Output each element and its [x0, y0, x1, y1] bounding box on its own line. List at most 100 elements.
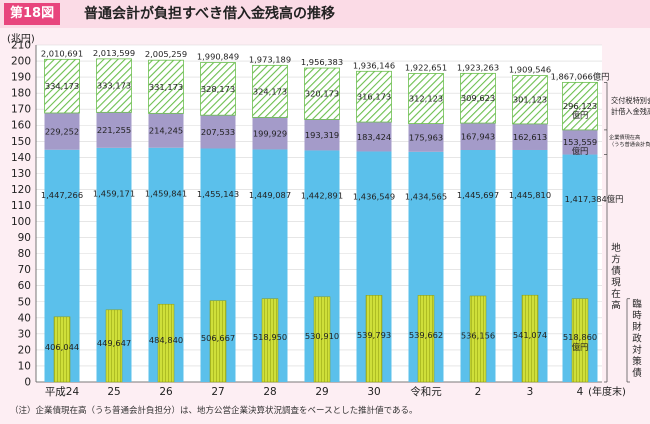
kofuzei-label: 309,623: [461, 93, 495, 103]
kigyo-label: 214,245: [149, 126, 183, 136]
figure-header: 第18図 普通会計が負担すべき借入金残高の推移: [0, 0, 650, 28]
bar-kigyo: [200, 115, 236, 149]
kofuzei-label: 328,173: [201, 84, 235, 94]
legend-kigyo: 企業債現在高: [609, 133, 640, 141]
bar-kigyo: [512, 123, 548, 150]
bar-kigyo: [252, 117, 288, 150]
chiho-label: 1,459,171: [93, 188, 135, 198]
bar-kofuzei: [252, 64, 288, 118]
rinji-label: 541,074: [513, 330, 547, 340]
y-tick-label: 100: [11, 216, 31, 228]
y-tick-label: 200: [11, 56, 31, 68]
y-tick-label: 0: [24, 377, 31, 389]
rinji-label: 518,860: [563, 332, 597, 342]
kigyo-label: 175,963: [409, 133, 443, 143]
x-suffix-label: (年度末): [588, 385, 626, 398]
y-tick-label: 30: [18, 328, 31, 340]
total-label: 1,909,546: [509, 65, 551, 75]
chiho-label: 1,445,810: [509, 190, 551, 200]
kigyo-label: 221,255: [97, 125, 131, 135]
bar-kigyo: [356, 122, 392, 152]
kofuzei-label: 320,173: [305, 89, 339, 99]
legend-chiho: 現: [611, 278, 621, 289]
chiho-label: 1,436,549: [353, 191, 395, 201]
rinji-label: 518,950: [253, 332, 287, 342]
legend-chiho: 方: [611, 254, 621, 266]
y-tick-label: 60: [18, 280, 31, 292]
y-tick-label: 160: [11, 120, 31, 132]
y-tick-label: 190: [11, 72, 31, 84]
bar-rinji: [105, 309, 123, 383]
bar-kofuzei: [460, 72, 496, 124]
x-tick-label: 25: [107, 386, 120, 398]
bar-rinji: [417, 295, 435, 383]
kigyo-unit: 億円: [572, 146, 589, 156]
legend-kofuzei: 交付税特別会: [611, 96, 650, 105]
rinji-label: 484,840: [149, 335, 183, 345]
bar-kigyo: [562, 129, 598, 155]
chiho-label: 1,417,384億円: [565, 194, 624, 204]
x-tick-label: 平成24: [45, 386, 80, 398]
y-tick-label: 40: [18, 312, 31, 324]
x-tick-label: 27: [211, 386, 224, 398]
rinji-label: 530,910: [305, 331, 339, 341]
total-label: 1,936,146: [353, 60, 395, 70]
x-tick-label: 令和元: [410, 385, 442, 398]
bar-kofuzei: [562, 81, 598, 131]
total-label: 1,867,066億円: [551, 71, 610, 81]
bar-kigyo: [148, 113, 184, 148]
rinji-unit: 億円: [572, 342, 589, 352]
legend-chiho: 在: [611, 288, 621, 300]
kigyo-label: 167,943: [461, 132, 495, 142]
rinji-label: 506,667: [201, 333, 235, 343]
legend-chiho: 債: [611, 265, 621, 277]
chiho-label: 1,459,841: [145, 188, 187, 198]
bar-rinji: [53, 316, 71, 383]
y-tick-label: 50: [18, 296, 31, 308]
legend-rinji: 時: [632, 311, 642, 322]
bar-kofuzei: [408, 73, 444, 124]
x-tick-label: 30: [367, 386, 380, 398]
bar-kigyo: [44, 112, 80, 150]
total-label: 1,956,383: [301, 57, 343, 67]
y-tick-label: 110: [11, 200, 31, 212]
rinji-label: 536,156: [461, 331, 495, 341]
bar-kofuzei: [96, 58, 132, 113]
bar-kofuzei: [356, 70, 392, 123]
total-label: 1,990,849: [197, 52, 239, 62]
legend-kofuzei: 計借入金残高: [611, 107, 650, 116]
x-tick-label: 2: [475, 386, 482, 398]
y-tick-label: 120: [11, 184, 31, 196]
legend-rinji: 財: [632, 321, 642, 333]
legend-rinji: 政: [632, 333, 642, 345]
kigyo-label: 229,252: [45, 126, 79, 136]
rinji-label: 539,793: [357, 330, 391, 340]
kigyo-label: 153,559: [563, 137, 597, 147]
legend-rinji: 臨: [632, 298, 642, 310]
kigyo-label: 183,424: [357, 132, 391, 142]
bar-rinji: [261, 298, 279, 383]
bar-kofuzei: [304, 67, 340, 120]
bar-kofuzei: [44, 58, 80, 114]
legend-kigyo: （うち普通会計負担分）: [609, 140, 650, 148]
kofuzei-label: 324,173: [253, 86, 287, 96]
y-tick-label: 150: [11, 136, 31, 148]
y-tick-label: 180: [11, 88, 31, 100]
y-tick-label: 170: [11, 104, 31, 116]
y-tick-label: 10: [18, 360, 31, 372]
bar-rinji: [157, 303, 175, 383]
chiho-label: 1,442,891: [301, 191, 343, 201]
kigyo-label: 162,613: [513, 132, 547, 142]
legend-rinji: 債: [632, 367, 642, 379]
y-tick-label: 130: [11, 168, 31, 180]
rinji-label: 539,662: [409, 330, 443, 340]
rinji-label: 449,647: [97, 338, 131, 348]
bar-kigyo: [460, 123, 496, 151]
bar-rinji: [365, 295, 383, 383]
y-tick-label: 80: [18, 248, 31, 260]
x-tick-label: 26: [159, 386, 173, 398]
bar-kigyo: [96, 112, 132, 148]
y-tick-label: 210: [11, 40, 31, 52]
kofuzei-label: 301,123: [513, 95, 547, 105]
total-label: 2,010,691: [41, 48, 83, 58]
